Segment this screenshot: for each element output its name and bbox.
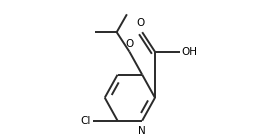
Text: OH: OH <box>181 47 197 57</box>
Text: Cl: Cl <box>80 116 90 126</box>
Text: O: O <box>136 18 144 28</box>
Text: O: O <box>125 39 134 49</box>
Text: N: N <box>138 126 146 136</box>
